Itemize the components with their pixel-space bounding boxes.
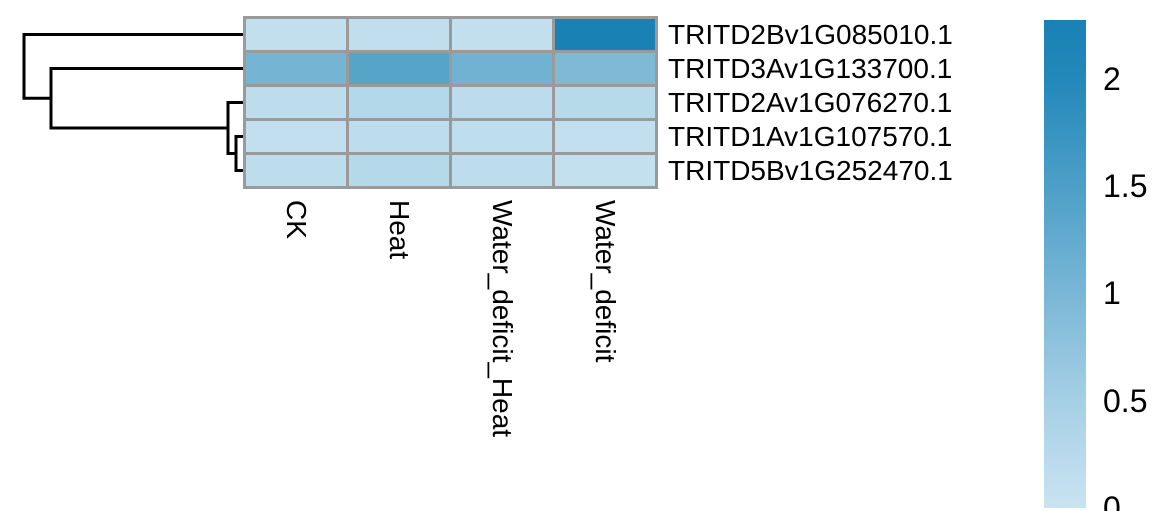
heatmap-cell bbox=[452, 155, 552, 186]
heatmap-cell bbox=[555, 121, 655, 152]
heatmap-cell bbox=[555, 19, 655, 50]
heatmap-cell bbox=[246, 121, 346, 152]
condition-label: Water_deficit bbox=[590, 200, 621, 363]
heatmap-cell bbox=[555, 87, 655, 118]
dendrogram-branch bbox=[234, 135, 243, 172]
heatmap-cell bbox=[349, 155, 449, 186]
heatmap-cell bbox=[246, 53, 346, 84]
heatmap-cell bbox=[555, 155, 655, 186]
dendrogram-branch bbox=[22, 33, 243, 100]
colorbar-tick-label: 2 bbox=[1103, 60, 1121, 97]
gene-label: TRITD2Av1G076270.1 bbox=[668, 86, 953, 118]
gene-label: TRITD5Bv1G252470.1 bbox=[668, 154, 953, 186]
colorbar-tick-label: 0.5 bbox=[1103, 382, 1148, 419]
dendrogram-branch bbox=[49, 67, 243, 130]
gene-label: TRITD3Av1G133700.1 bbox=[668, 52, 953, 84]
heatmap-cell bbox=[246, 155, 346, 186]
heatmap-cell bbox=[349, 87, 449, 118]
heatmap-cell bbox=[452, 53, 552, 84]
colorbar-tick-label: 1 bbox=[1103, 275, 1121, 312]
condition-label: CK bbox=[281, 200, 312, 239]
heatmap-grid bbox=[243, 16, 658, 189]
heatmap-cell bbox=[555, 53, 655, 84]
colorbar-tick-label: 0 bbox=[1103, 490, 1121, 511]
heatmap-cell bbox=[246, 19, 346, 50]
gene-label: TRITD2Bv1G085010.1 bbox=[668, 18, 953, 50]
heatmap-cell bbox=[349, 19, 449, 50]
heatmap-cell bbox=[349, 121, 449, 152]
heatmap-cell bbox=[452, 19, 552, 50]
colorbar-tick-label: 1.5 bbox=[1103, 167, 1148, 204]
condition-label: Water_deficit_Heat bbox=[487, 200, 518, 438]
heatmap-cell bbox=[452, 87, 552, 118]
gene-label: TRITD1Av1G107570.1 bbox=[668, 120, 953, 152]
colorbar bbox=[1044, 20, 1086, 508]
heatmap-cell bbox=[349, 53, 449, 84]
heatmap-cell bbox=[452, 121, 552, 152]
heatmap-cell bbox=[246, 87, 346, 118]
condition-label: Heat bbox=[384, 200, 415, 260]
